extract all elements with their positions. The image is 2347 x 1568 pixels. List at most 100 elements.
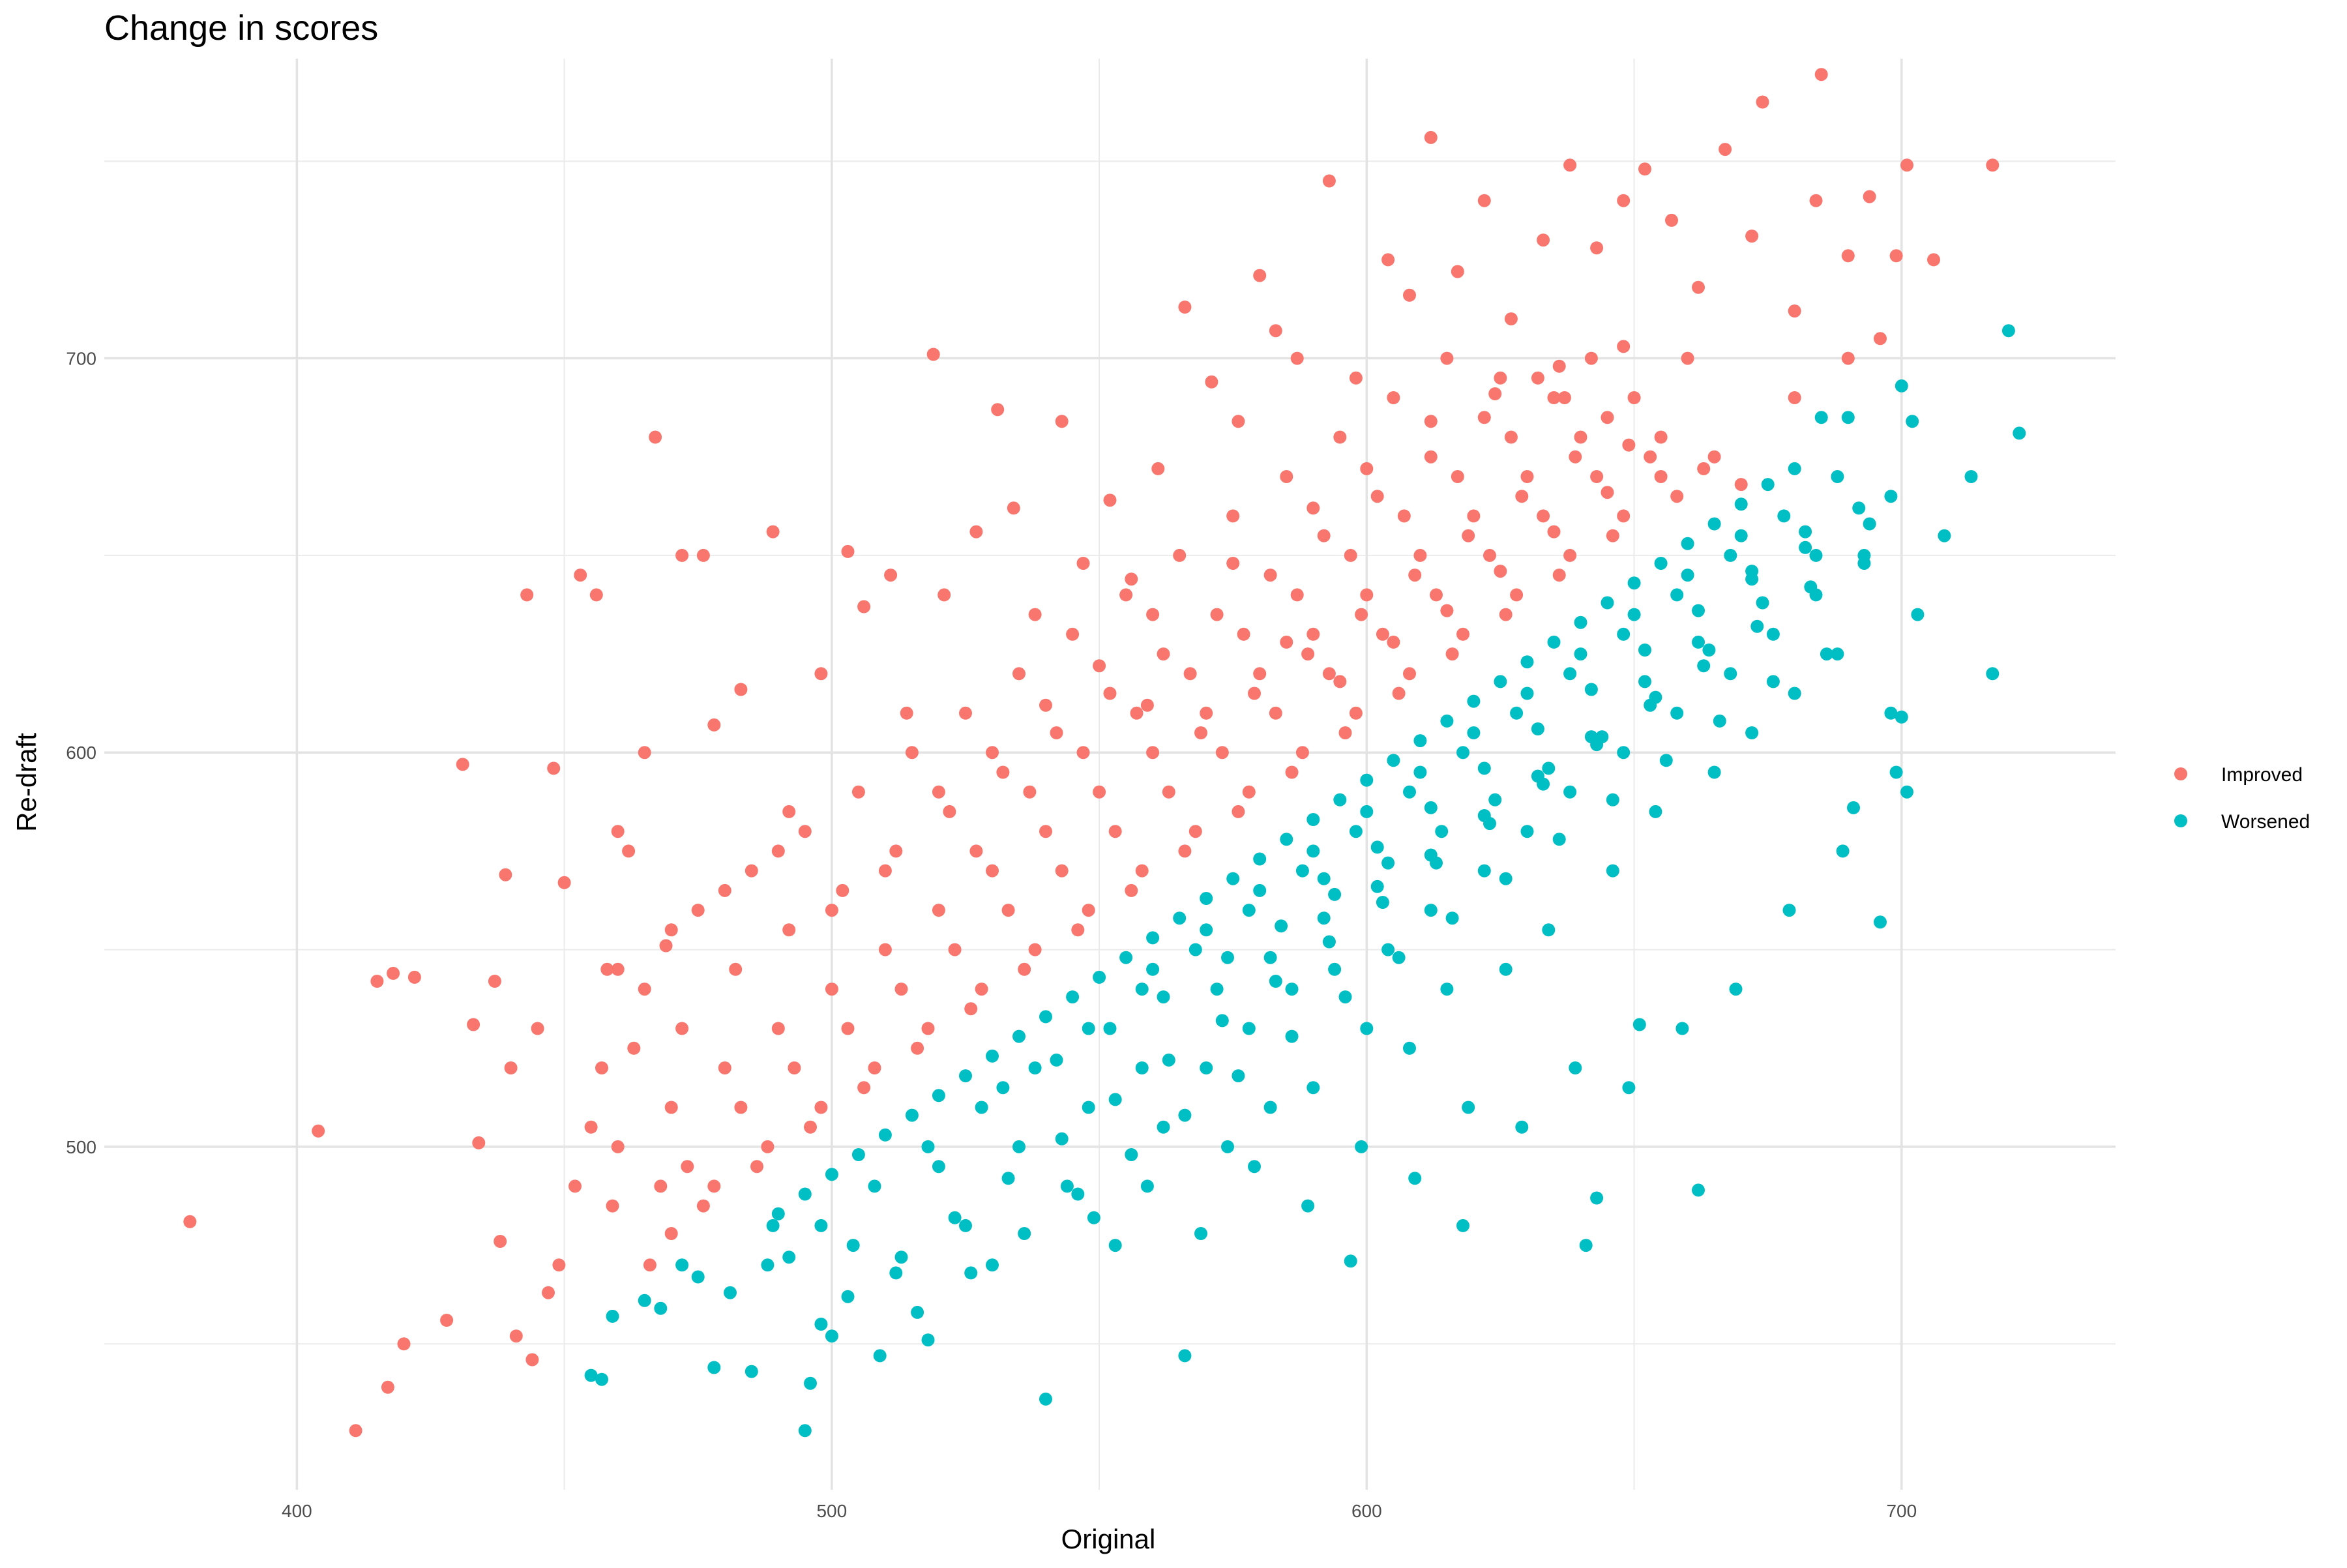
data-point-worsened xyxy=(1724,548,1737,562)
data-point-worsened xyxy=(1456,1219,1469,1232)
data-point-improved xyxy=(804,1120,817,1134)
data-point-improved xyxy=(1654,470,1668,483)
data-point-improved xyxy=(1076,557,1090,570)
data-point-improved xyxy=(675,548,689,562)
data-point-worsened xyxy=(1119,951,1133,964)
data-point-improved xyxy=(788,1061,801,1074)
data-point-worsened xyxy=(1670,588,1684,602)
data-point-worsened xyxy=(1387,754,1400,767)
data-point-improved xyxy=(1210,608,1224,621)
data-point-improved xyxy=(1814,68,1828,81)
data-point-improved xyxy=(1066,627,1080,641)
data-point-improved xyxy=(1627,391,1641,404)
data-point-worsened xyxy=(1510,706,1524,720)
data-point-improved xyxy=(552,1258,566,1272)
data-point-improved xyxy=(1183,667,1197,681)
legend-label-worsened: Worsened xyxy=(2221,811,2310,833)
data-point-improved xyxy=(745,864,758,878)
data-point-worsened xyxy=(1584,730,1598,744)
data-point-improved xyxy=(1130,706,1144,720)
data-point-worsened xyxy=(1200,892,1213,905)
data-point-worsened xyxy=(1066,990,1080,1004)
data-point-improved xyxy=(1103,494,1117,507)
y-tick-label: 600 xyxy=(66,743,96,763)
data-point-worsened xyxy=(707,1361,721,1374)
data-point-worsened xyxy=(1306,813,1320,826)
data-point-improved xyxy=(991,403,1005,417)
data-point-improved xyxy=(1590,241,1604,255)
data-point-worsened xyxy=(1563,785,1577,799)
data-point-improved xyxy=(1001,904,1015,917)
data-point-improved xyxy=(1445,647,1459,661)
data-point-improved xyxy=(1440,351,1454,365)
data-point-improved xyxy=(1440,604,1454,617)
data-point-worsened xyxy=(761,1258,775,1272)
data-point-improved xyxy=(568,1179,582,1193)
data-point-improved xyxy=(1226,509,1240,523)
data-point-improved xyxy=(1986,158,2000,172)
data-point-worsened xyxy=(1157,990,1170,1004)
data-point-improved xyxy=(975,983,988,996)
data-point-improved xyxy=(1012,667,1026,681)
data-point-improved xyxy=(1397,509,1411,523)
data-point-worsened xyxy=(1280,833,1293,846)
data-point-worsened xyxy=(1782,904,1796,917)
data-point-improved xyxy=(589,588,603,602)
data-point-worsened xyxy=(1477,809,1491,822)
data-point-improved xyxy=(1697,462,1711,475)
y-tick-label: 700 xyxy=(66,349,96,369)
data-point-improved xyxy=(1173,548,1187,562)
data-point-improved xyxy=(696,1199,710,1213)
data-point-worsened xyxy=(825,1329,838,1343)
data-point-worsened xyxy=(1520,687,1534,700)
data-point-worsened xyxy=(1702,643,1716,657)
data-point-improved xyxy=(1355,608,1368,621)
data-point-improved xyxy=(1125,883,1138,897)
data-point-worsened xyxy=(1440,714,1454,728)
data-point-worsened xyxy=(1344,1254,1357,1268)
data-point-improved xyxy=(1381,253,1395,267)
data-point-worsened xyxy=(1071,1187,1085,1201)
data-point-worsened xyxy=(1135,983,1149,996)
data-point-worsened xyxy=(851,1148,865,1161)
data-point-worsened xyxy=(1135,1061,1149,1074)
data-point-improved xyxy=(1349,371,1363,385)
data-point-worsened xyxy=(1606,793,1619,806)
data-point-worsened xyxy=(1306,844,1320,858)
data-point-worsened xyxy=(1606,864,1619,878)
data-point-improved xyxy=(1269,706,1282,720)
data-point-worsened xyxy=(654,1301,668,1315)
data-point-improved xyxy=(547,762,561,775)
data-point-worsened xyxy=(1659,754,1673,767)
data-point-worsened xyxy=(724,1286,737,1299)
data-point-worsened xyxy=(825,1168,838,1181)
data-point-improved xyxy=(1253,269,1267,282)
data-point-worsened xyxy=(1242,904,1256,917)
data-point-improved xyxy=(1483,548,1496,562)
data-point-worsened xyxy=(932,1089,945,1102)
data-point-improved xyxy=(1520,470,1534,483)
data-point-improved xyxy=(1617,509,1631,523)
data-point-worsened xyxy=(1675,1022,1689,1035)
data-point-improved xyxy=(969,844,983,858)
data-point-improved xyxy=(894,983,908,996)
data-point-improved xyxy=(1322,667,1336,681)
data-point-worsened xyxy=(1440,983,1454,996)
data-point-improved xyxy=(1205,375,1218,389)
data-point-worsened xyxy=(1707,517,1721,531)
data-point-worsened xyxy=(1263,1101,1277,1114)
data-point-worsened xyxy=(1055,1132,1069,1146)
data-point-worsened xyxy=(1617,627,1631,641)
data-point-worsened xyxy=(1632,1018,1646,1031)
data-point-improved xyxy=(1681,351,1694,365)
data-point-worsened xyxy=(1263,951,1277,964)
data-point-worsened xyxy=(1210,983,1224,996)
data-point-worsened xyxy=(1157,1120,1170,1134)
data-point-improved xyxy=(1692,280,1705,294)
data-point-improved xyxy=(1537,233,1550,247)
data-point-improved xyxy=(943,805,956,818)
data-point-improved xyxy=(525,1353,539,1367)
data-point-improved xyxy=(841,1022,855,1035)
data-point-worsened xyxy=(1194,1227,1207,1240)
data-point-improved xyxy=(1494,371,1507,385)
